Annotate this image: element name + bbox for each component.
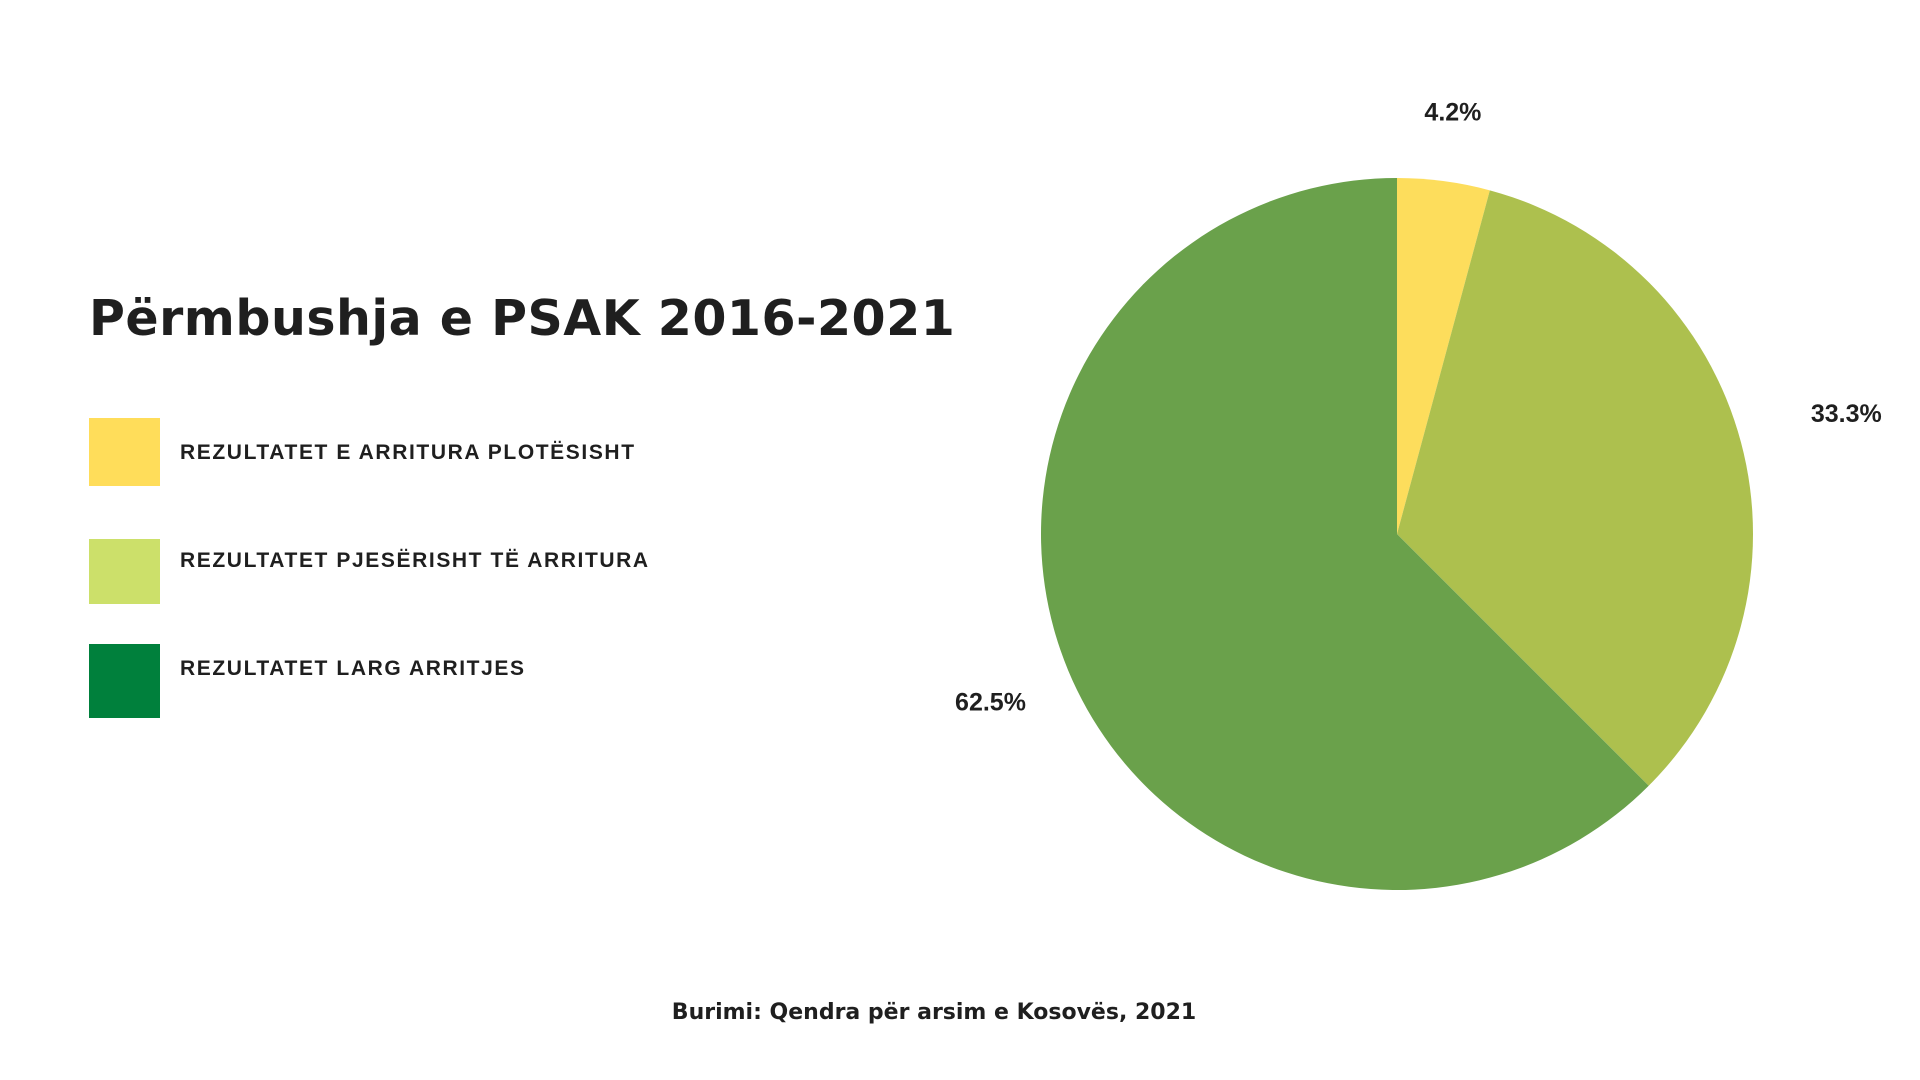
pie-slice-fully-achieved [1397, 178, 1490, 534]
legend-item-fully-achieved: REZULTATET E ARRITURA PLOTËSISHT [89, 418, 789, 492]
legend-swatch-far-from-achieved [89, 644, 160, 718]
pie-label-far-from-achieved: 62.5% [955, 688, 1026, 716]
pie-slice-partially-achieved [1397, 190, 1754, 786]
legend-item-partially-achieved: REZULTATET PJESËRISHT TË ARRITURA [89, 539, 789, 613]
chart-title: Përmbushja e PSAK 2016-2021 [89, 290, 956, 347]
legend-label-partially-achieved: REZULTATET PJESËRISHT TË ARRITURA [180, 549, 650, 572]
legend-item-far-from-achieved: REZULTATET LARG ARRITJES [89, 644, 789, 718]
source-note: Burimi: Qendra për arsim e Kosovës, 2021 [671, 1000, 1197, 1025]
legend-swatch-fully-achieved [89, 418, 160, 486]
legend-swatch-partially-achieved [89, 539, 160, 604]
legend-label-far-from-achieved: REZULTATET LARG ARRITJES [180, 657, 526, 680]
pie-slice-far-from-achieved [1041, 178, 1649, 890]
legend-label-fully-achieved: REZULTATET E ARRITURA PLOTËSISHT [180, 441, 636, 464]
pie-label-partially-achieved: 33.3% [1811, 400, 1882, 428]
pie-label-fully-achieved: 4.2% [1424, 99, 1481, 127]
